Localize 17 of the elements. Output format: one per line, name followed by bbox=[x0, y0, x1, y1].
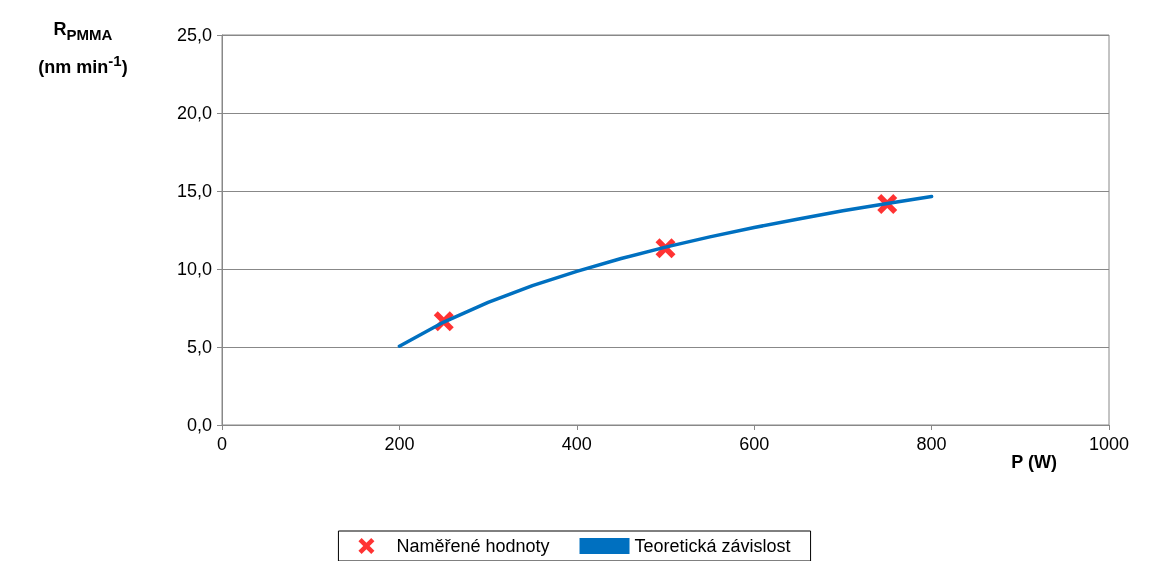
legend-label: Naměřené hodnoty bbox=[396, 536, 550, 556]
x-tick-label: 800 bbox=[916, 434, 947, 454]
line-series bbox=[397, 194, 934, 348]
legend-label: Teoretická závislost bbox=[634, 536, 791, 556]
x-axis-title: P (W) bbox=[1011, 452, 1057, 472]
y-tick-label: 20,0 bbox=[176, 103, 212, 123]
y-tick-label: 5,0 bbox=[186, 337, 212, 357]
y-axis-title: R$_{PMMA}$ (nm min$^{-1}$) bbox=[37, 18, 129, 79]
x-tick-label: 0 bbox=[216, 434, 228, 454]
x-tick-label: 400 bbox=[561, 434, 592, 454]
x-tick-label: 1000 bbox=[1088, 434, 1130, 454]
x-tick-label: 600 bbox=[739, 434, 770, 454]
y-tick-label: 15,0 bbox=[176, 181, 212, 201]
y-tick-label: 10,0 bbox=[176, 259, 212, 279]
x-tick-label: 200 bbox=[384, 434, 415, 454]
y-tick-label: 0,0 bbox=[186, 415, 212, 435]
y-tick-label: 25,0 bbox=[176, 25, 212, 45]
